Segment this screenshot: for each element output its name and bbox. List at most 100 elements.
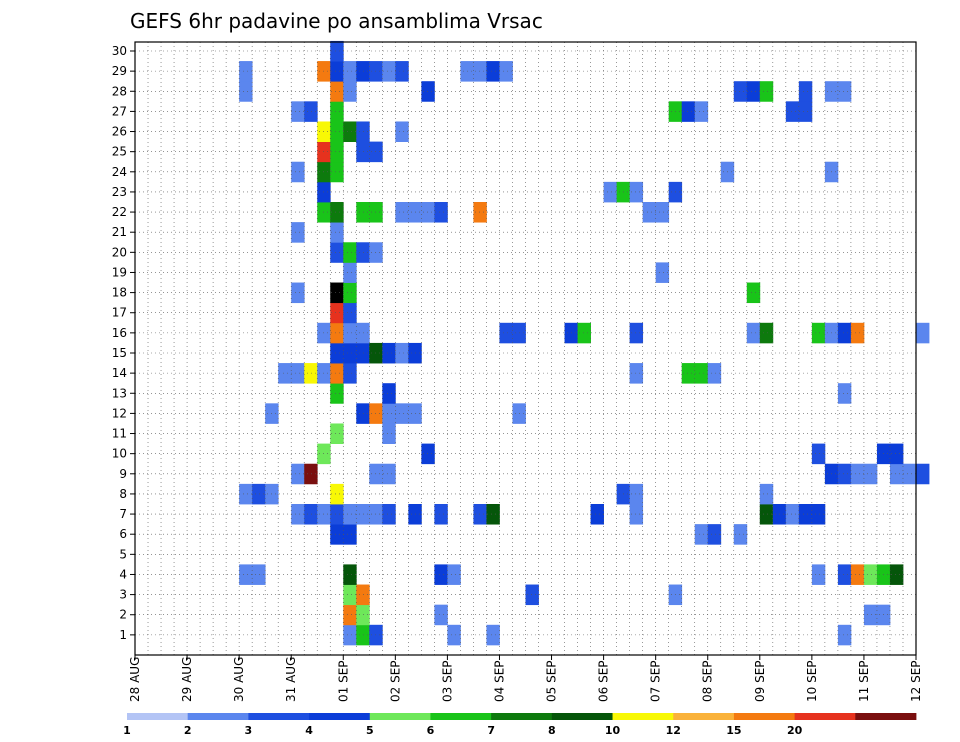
heatmap-cell xyxy=(525,584,539,606)
heatmap-cell xyxy=(811,322,826,344)
y-tick-label: 7 xyxy=(119,507,127,521)
x-tick-label: 09 SEP xyxy=(753,660,767,702)
heatmap-cell xyxy=(356,504,370,525)
x-tick-label: 01 SEP xyxy=(336,660,350,702)
grid-lines xyxy=(135,42,916,655)
x-tick-label: 28 AUG xyxy=(128,657,142,702)
x-tick-label: 06 SEP xyxy=(597,660,611,702)
y-tick-label: 19 xyxy=(112,265,127,279)
heatmap-cell xyxy=(239,483,253,505)
heatmap-cell xyxy=(694,363,709,384)
heatmap-cell xyxy=(330,202,344,223)
colorbar-label: 3 xyxy=(245,724,253,737)
heatmap-cell xyxy=(343,322,357,344)
heatmap-cell xyxy=(629,322,644,344)
heatmap-cell xyxy=(837,322,852,344)
heatmap-cell xyxy=(811,443,826,465)
heatmap-cell xyxy=(863,604,878,626)
colorbar-label: 4 xyxy=(305,724,313,737)
heatmap-cell xyxy=(304,101,318,122)
heatmap-cell xyxy=(330,423,344,444)
heatmap-cell xyxy=(356,584,370,606)
x-tick-label: 05 SEP xyxy=(545,660,559,702)
y-tick-label: 22 xyxy=(112,205,127,219)
heatmap-cell xyxy=(837,383,852,404)
heatmap-cell xyxy=(629,483,644,505)
heatmap-cell xyxy=(343,564,357,585)
heatmap-cell xyxy=(733,524,748,545)
heatmap-cell xyxy=(785,504,800,525)
heatmap-cell xyxy=(330,383,344,404)
heatmap-cell xyxy=(343,262,357,283)
heatmap-cell xyxy=(239,564,253,585)
heatmap-cell xyxy=(304,504,318,525)
heatmap-cell xyxy=(343,624,357,646)
y-tick-label: 21 xyxy=(112,225,127,239)
heatmap-cell xyxy=(356,342,370,364)
heatmap-cell xyxy=(382,423,396,444)
y-tick-label: 16 xyxy=(112,326,127,340)
heatmap-cell xyxy=(733,81,748,102)
x-tick-label: 04 SEP xyxy=(492,660,506,702)
heatmap-cell xyxy=(694,101,709,122)
colorbar-swatch xyxy=(794,713,856,720)
heatmap-cell xyxy=(330,242,344,263)
colorbar-swatch xyxy=(430,713,492,720)
heatmap-cell xyxy=(330,141,344,163)
colorbar-swatch xyxy=(127,713,189,720)
x-tick-label: 02 SEP xyxy=(388,660,402,702)
y-tick-label: 28 xyxy=(112,84,127,98)
heatmap-cell xyxy=(421,202,435,223)
heatmap-cell xyxy=(759,504,774,525)
heatmap-cell xyxy=(356,202,370,223)
colorbar-label: 10 xyxy=(605,724,621,737)
heatmap-cell xyxy=(642,202,657,223)
heatmap-cell xyxy=(499,61,513,82)
heatmap-cell xyxy=(746,322,761,344)
heatmap-cell xyxy=(863,564,878,585)
colorbar-swatch xyxy=(855,713,917,720)
colorbar-label: 15 xyxy=(726,724,741,737)
heatmap-cell xyxy=(395,403,409,424)
x-tick-label: 10 SEP xyxy=(805,660,819,702)
heatmap-cell xyxy=(850,463,865,485)
y-tick-label: 11 xyxy=(112,427,127,441)
y-tick-label: 9 xyxy=(119,467,127,481)
heatmap-cell xyxy=(629,363,644,384)
heatmap-cell xyxy=(369,504,383,525)
heatmap-cell xyxy=(330,101,344,122)
heatmap-cell xyxy=(343,242,357,263)
heatmap-cell xyxy=(889,443,904,465)
colorbar-swatch xyxy=(733,713,796,720)
heatmap-cell xyxy=(902,463,917,485)
heatmap-cell xyxy=(889,463,904,485)
heatmap-cell xyxy=(330,363,344,384)
heatmap-cell xyxy=(499,322,513,344)
heatmap-cell xyxy=(330,483,344,505)
heatmap-cell xyxy=(330,504,344,525)
heatmap-cell xyxy=(304,463,318,485)
heatmap-cell xyxy=(382,342,396,364)
heatmap-cell xyxy=(330,524,344,545)
y-tick-label: 12 xyxy=(112,406,127,420)
heatmap-cell xyxy=(369,403,383,424)
heatmap-cell xyxy=(330,161,344,183)
colorbar-label: 12 xyxy=(666,724,681,737)
heatmap-cell xyxy=(746,81,761,102)
x-tick-label: 03 SEP xyxy=(440,660,454,702)
heatmap-cell xyxy=(239,61,253,82)
heatmap-cell xyxy=(369,202,383,223)
heatmap-cell xyxy=(395,121,409,142)
heatmap-cell xyxy=(603,181,618,203)
heatmap-cell xyxy=(369,61,383,82)
heatmap-cell xyxy=(291,101,305,122)
heatmap-cell xyxy=(486,504,500,525)
heatmap-cell xyxy=(330,61,344,82)
heatmap-cell xyxy=(369,342,383,364)
heatmap-cell xyxy=(811,504,826,525)
y-tick-label: 8 xyxy=(119,487,127,501)
y-tick-label: 17 xyxy=(112,306,127,320)
heatmap-cell xyxy=(746,282,761,304)
y-tick-label: 13 xyxy=(112,386,127,400)
x-tick-label: 30 AUG xyxy=(232,657,246,702)
